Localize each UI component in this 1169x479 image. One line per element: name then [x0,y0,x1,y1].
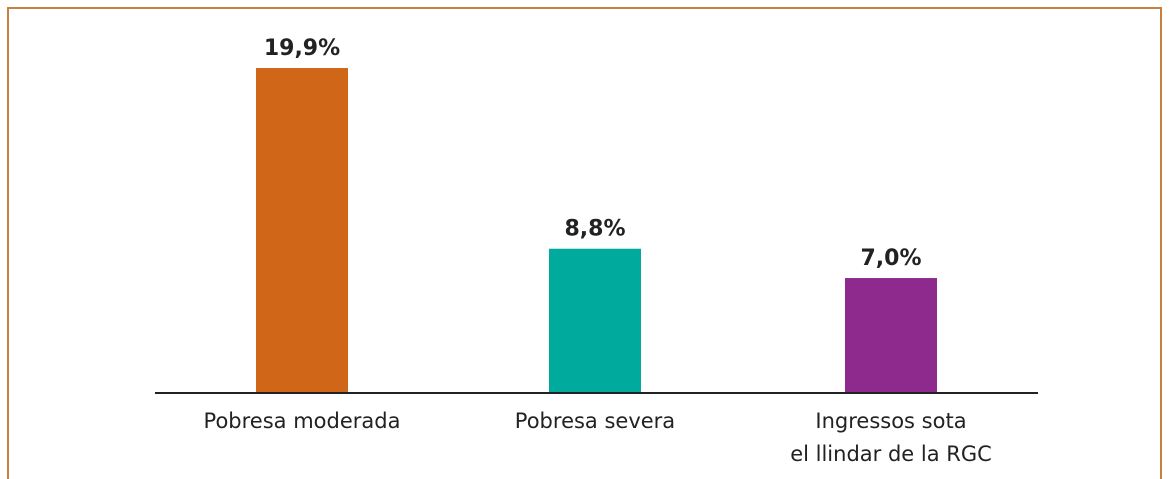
category-label: Pobresa severa [515,409,675,433]
category-label: Pobresa moderada [204,409,401,433]
frame [7,7,1162,479]
value-label: 19,9% [264,36,340,61]
bar [549,248,641,392]
bar [845,278,937,392]
value-label: 8,8% [564,217,625,242]
value-label: 7,0% [860,246,921,271]
bar [256,68,348,392]
category-label: Ingressos sota el llindar de la RGC [790,409,992,466]
